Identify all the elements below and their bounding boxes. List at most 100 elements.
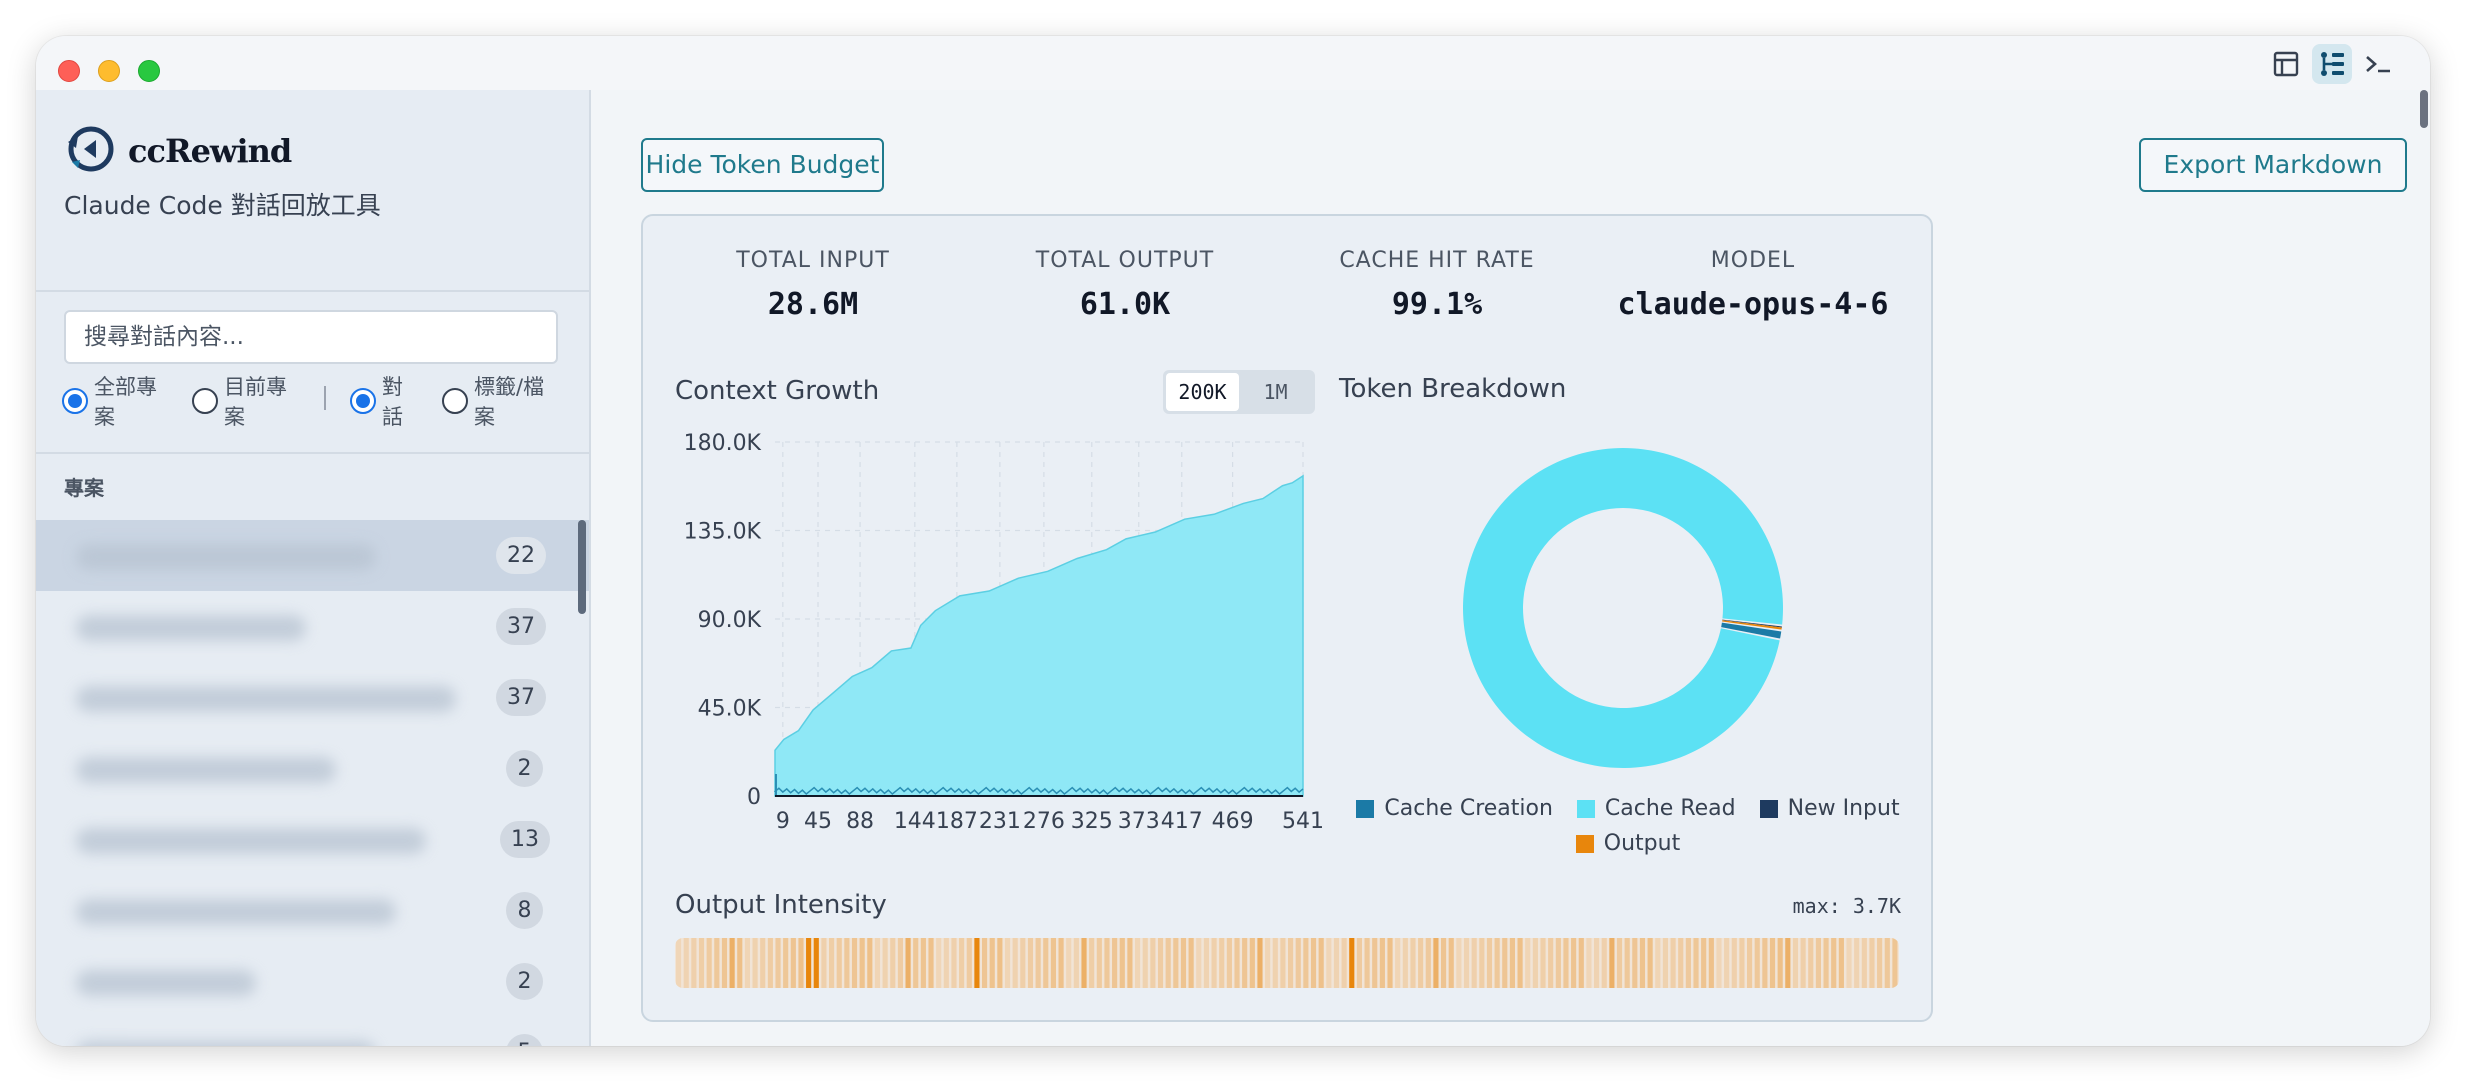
intensity-cell — [1502, 938, 1508, 988]
sidebar-scrollbar[interactable] — [578, 520, 586, 614]
maximize-window-button[interactable] — [138, 60, 160, 82]
intensity-cell — [813, 938, 819, 988]
x-tick-label: 373 — [1118, 809, 1160, 830]
intensity-cell — [936, 938, 942, 988]
export-markdown-button[interactable]: Export Markdown — [2139, 138, 2407, 192]
project-count-badge: 13 — [500, 821, 550, 858]
intensity-cell — [1104, 938, 1110, 988]
project-item[interactable]: 2 — [36, 946, 589, 1017]
x-tick-label: 144 — [894, 809, 936, 830]
terminal-icon[interactable] — [2358, 44, 2398, 84]
intensity-cell — [729, 938, 735, 988]
project-item[interactable]: 37 — [36, 662, 589, 733]
intensity-cell — [943, 938, 949, 988]
intensity-cell — [844, 938, 850, 988]
intensity-cell — [790, 938, 796, 988]
intensity-cell — [1578, 938, 1584, 988]
token-budget-panel: TOTAL INPUT 28.6M TOTAL OUTPUT 61.0K CAC… — [641, 214, 1933, 1022]
intensity-cell — [1831, 938, 1837, 988]
stat-total-input: TOTAL INPUT 28.6M — [663, 248, 963, 322]
project-item[interactable]: 8 — [36, 875, 589, 946]
intensity-cell — [1861, 938, 1867, 988]
intensity-cell — [1708, 938, 1714, 988]
intensity-cell — [905, 938, 911, 988]
intensity-cell — [1219, 938, 1225, 988]
hide-token-budget-button[interactable]: Hide Token Budget — [641, 138, 884, 192]
project-item[interactable]: 2 — [36, 733, 589, 804]
token-breakdown-legend: Cache Creation Cache Read New Input Outp… — [1343, 796, 1913, 856]
donut-slice — [1463, 448, 1783, 768]
intensity-cell — [1647, 938, 1653, 988]
intensity-cell — [1815, 938, 1821, 988]
legend-swatch — [1356, 799, 1375, 818]
project-name-redacted — [76, 1041, 376, 1046]
intensity-cell — [1180, 938, 1187, 988]
intensity-cell — [691, 938, 697, 988]
token-breakdown-title: Token Breakdown — [1339, 374, 1567, 404]
close-window-button[interactable] — [58, 60, 80, 82]
intensity-cell — [1242, 938, 1248, 988]
intensity-cell — [1800, 938, 1806, 988]
intensity-cell — [1265, 938, 1271, 988]
intensity-cell — [913, 938, 919, 988]
radio-current-project[interactable] — [192, 388, 218, 414]
legend-cache-read: Cache Read — [1576, 796, 1736, 821]
intensity-cell — [1609, 938, 1615, 988]
radio-tags-files[interactable] — [442, 388, 468, 414]
layout-icon[interactable] — [2266, 44, 2306, 84]
intensity-cell — [1135, 938, 1141, 988]
intensity-cell — [1877, 938, 1883, 988]
legend-output: Output — [1575, 831, 1680, 856]
intensity-cell — [997, 938, 1003, 988]
donut-slice — [1722, 620, 1782, 630]
intensity-cell — [706, 938, 712, 988]
intensity-cell — [1188, 938, 1194, 988]
intensity-cell — [1020, 938, 1026, 988]
intensity-cell — [851, 938, 858, 988]
intensity-cell — [775, 938, 781, 988]
project-name-redacted — [76, 757, 336, 783]
main-scrollbar[interactable] — [2420, 90, 2428, 128]
filter-all-projects[interactable]: 全部專案 — [62, 372, 158, 432]
intensity-cell — [744, 938, 750, 988]
tree-view-icon[interactable] — [2312, 44, 2352, 84]
intensity-cell — [1349, 938, 1355, 988]
radio-conversation[interactable] — [350, 388, 376, 414]
intensity-cell — [836, 938, 842, 988]
minimize-window-button[interactable] — [98, 60, 120, 82]
intensity-cell — [737, 938, 743, 988]
intensity-cell — [798, 938, 804, 988]
project-item[interactable]: 22 — [36, 520, 589, 591]
project-item[interactable]: 13 — [36, 804, 589, 875]
intensity-cell — [1372, 938, 1378, 988]
intensity-cell — [1157, 938, 1164, 988]
legend-swatch — [1759, 799, 1778, 818]
intensity-cell — [1769, 938, 1776, 988]
filter-conversation[interactable]: 對話 — [350, 372, 410, 432]
intensity-cell — [698, 938, 705, 988]
intensity-cell — [1754, 938, 1760, 988]
toggle-200k[interactable]: 200K — [1166, 373, 1239, 411]
radio-all-projects[interactable] — [62, 388, 88, 414]
intensity-cell — [1173, 938, 1179, 988]
intensity-cell — [1586, 938, 1592, 988]
intensity-cell — [1418, 938, 1424, 988]
legend-new-input: New Input — [1759, 796, 1900, 821]
search-input[interactable] — [64, 310, 558, 364]
intensity-cell — [890, 938, 896, 988]
intensity-cell — [1639, 938, 1646, 988]
filter-current-project[interactable]: 目前專案 — [192, 372, 288, 432]
output-intensity-max: max: 3.7K — [1792, 894, 1901, 918]
x-tick-label: 187 — [936, 809, 978, 830]
intensity-cell — [1509, 938, 1515, 988]
project-item[interactable]: 5 — [36, 1017, 589, 1046]
intensity-cell — [867, 938, 873, 988]
toggle-1m[interactable]: 1M — [1263, 380, 1288, 404]
stat-model: MODEL claude-opus-4-6 — [1603, 248, 1903, 322]
filter-tags-files[interactable]: 標籤/檔案 — [442, 372, 560, 432]
intensity-cell — [1456, 938, 1462, 988]
intensity-cell — [959, 938, 965, 988]
project-item[interactable]: 37 — [36, 591, 589, 662]
intensity-cell — [920, 938, 926, 988]
intensity-cell — [1318, 938, 1324, 988]
